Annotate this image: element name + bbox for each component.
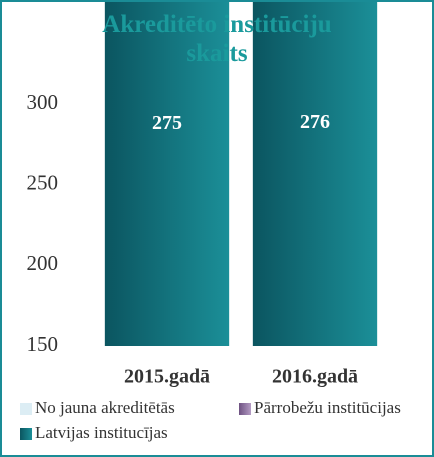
y-tick-label: 200 xyxy=(27,251,59,275)
y-tick-label: 150 xyxy=(27,332,59,356)
x-tick-label: 2016.gadā xyxy=(272,366,358,388)
value-label: 276 xyxy=(300,111,330,133)
legend-swatch xyxy=(239,403,251,415)
legend-swatch xyxy=(20,428,32,440)
x-tick-label: 2015.gadā xyxy=(124,366,210,388)
legend-label: Latvijas institucījas xyxy=(35,423,168,442)
bar-segment xyxy=(104,2,230,346)
legend-label: No jauna akreditētās xyxy=(35,398,175,417)
legend-label: Pārrobežu institūcijas xyxy=(254,398,401,417)
value-label: 275 xyxy=(152,112,182,134)
bar-segment xyxy=(252,2,378,346)
chart-title: Akreditēto institūciju skaits xyxy=(102,11,332,67)
legend-swatch xyxy=(20,403,32,415)
y-tick-label: 300 xyxy=(27,90,59,114)
y-tick-label: 250 xyxy=(27,171,59,195)
